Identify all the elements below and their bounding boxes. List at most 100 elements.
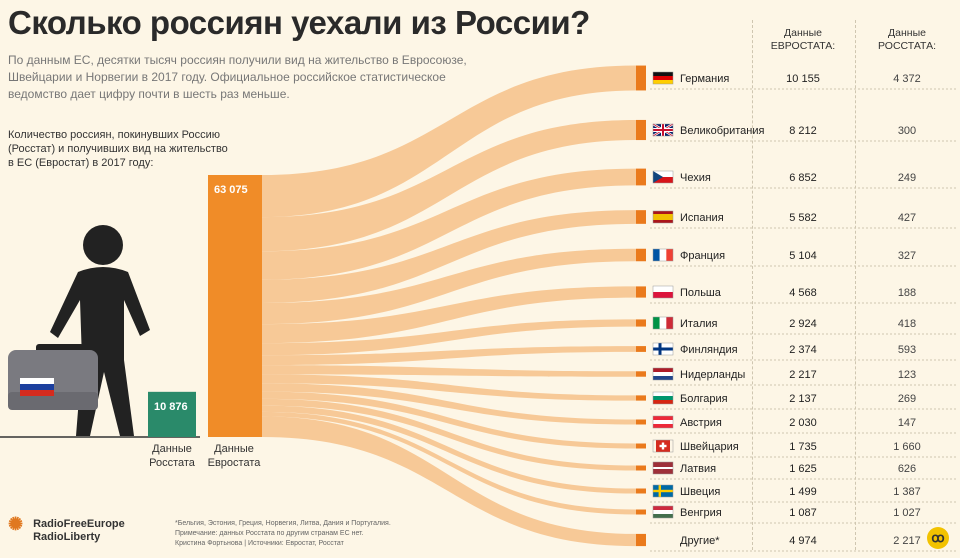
flow-end-bar <box>636 488 646 494</box>
flag-stripe <box>666 249 673 261</box>
eurostat-value-label: 1 625 <box>789 463 817 475</box>
flag-stripe <box>653 368 673 372</box>
flag-stripe <box>653 72 673 76</box>
rosstat-value-label: 1 387 <box>893 486 921 498</box>
flag-stripe <box>653 376 673 380</box>
eurostat-value-label: 2 374 <box>789 344 817 356</box>
flow-band <box>262 405 636 494</box>
flag-stripe <box>653 286 673 292</box>
rferl-logo[interactable]: ✺ RadioFreeEurope RadioLiberty <box>8 514 125 543</box>
flow-band <box>262 365 636 377</box>
flag-austria-icon <box>652 415 674 429</box>
subtitle: По данным ЕС, десятки тысяч россиян полу… <box>8 52 478 103</box>
flag-spain-icon <box>652 210 674 224</box>
flow-end-bar <box>636 168 646 186</box>
rosstat-value-label: 2 217 <box>893 535 921 547</box>
rferl-logo-icon: ✺ <box>8 514 24 534</box>
russia-flag-white <box>20 378 54 384</box>
flag-border <box>652 248 674 262</box>
flag-hungary-icon <box>652 505 674 519</box>
flow-end-bar <box>636 65 646 91</box>
person-with-suitcase-illustration <box>0 225 200 438</box>
flow-end-bar <box>636 465 646 471</box>
flag-france-icon <box>652 248 674 262</box>
eurostat-value-label: 4 974 <box>789 535 817 547</box>
flag-stripe <box>653 76 673 80</box>
footnotes: *Бельгия, Эстония, Греция, Норвегия, Лит… <box>175 519 391 549</box>
subtitle-line: ведомство дает цифру почти в шесть раз м… <box>8 87 290 101</box>
rosstat-value-label: 300 <box>898 125 916 137</box>
eurostat-column-header: Данные ЕВРОСТАТА: <box>770 27 836 52</box>
flag-stripe <box>659 249 667 261</box>
flag-uk-icon <box>652 122 674 138</box>
bar-value-label: 10 876 <box>154 401 188 413</box>
flag-netherlands-icon <box>652 367 674 381</box>
country-label: Болгария <box>680 393 728 405</box>
flag-border <box>652 367 674 381</box>
flow-band <box>262 248 636 325</box>
flag-poland-icon <box>652 285 674 299</box>
subtitle-line: Швейцарии и Норвегии в 2017 году. Официа… <box>8 70 446 84</box>
flag-cross <box>659 444 667 448</box>
rosstat-value-label: 1 660 <box>893 441 921 453</box>
flag-stripe <box>653 400 673 404</box>
page-title: Сколько россиян уехали из России? <box>8 4 590 41</box>
country-label: Италия <box>680 318 718 330</box>
description-line: (Росстат) и получивших вид на жительство <box>8 143 228 155</box>
flag-border <box>652 415 674 429</box>
flag-stripe <box>666 317 673 329</box>
flag-stripe <box>653 317 660 329</box>
rosstat-column-header: Данные РОССТАТА: <box>878 27 936 52</box>
flow-end-bar <box>636 533 646 547</box>
flag-cross <box>653 489 673 493</box>
flow-band <box>262 286 636 344</box>
flag-stripe <box>653 177 673 183</box>
flow-end-bar <box>636 119 646 141</box>
rosstat-value-label: 249 <box>898 172 916 184</box>
flag-stripe <box>653 510 673 514</box>
flow-band <box>262 391 636 449</box>
rosstat-value-label: 427 <box>898 212 916 224</box>
flow-end-bar <box>636 210 646 224</box>
flag-stripe <box>653 171 673 177</box>
flow-band <box>262 65 636 218</box>
flag-stripe <box>653 249 660 261</box>
flag-germany-icon <box>652 71 674 85</box>
flag-switzerland-icon <box>652 439 674 453</box>
flag-stripe <box>653 80 673 84</box>
chart-description: Количество россиян, покинувших Россию (Р… <box>8 128 258 170</box>
flag-stripe <box>653 424 673 428</box>
country-label: Венгрия <box>680 507 722 519</box>
eurostat-value-label: 2 137 <box>789 393 817 405</box>
flag-border <box>652 439 674 453</box>
column-separator <box>752 20 753 550</box>
rosstat-value-label: 188 <box>898 287 916 299</box>
flag-stripe <box>653 372 673 376</box>
russia-flag-blue <box>20 384 54 390</box>
flag-border <box>652 170 674 184</box>
column-separator <box>855 20 856 550</box>
footnote-line: Кристина Фортьнова | Источники: Евростат… <box>175 540 344 547</box>
flow-band <box>262 168 636 280</box>
country-label: Германия <box>680 73 729 85</box>
flow-band <box>262 210 636 303</box>
country-label: Франция <box>680 250 725 262</box>
flow-end-bar <box>636 509 646 515</box>
flag-stripe <box>653 214 673 220</box>
eurostat-category-label: Данные Евростата <box>207 443 261 469</box>
flag-border <box>652 210 674 224</box>
flow-end-bar <box>636 395 646 401</box>
country-label: Испания <box>680 212 724 224</box>
flow-end-bar <box>636 443 646 449</box>
country-label: Чехия <box>680 172 711 184</box>
flag-border <box>652 342 674 356</box>
rosstat-value-label: 4 372 <box>893 73 921 85</box>
country-label: Другие* <box>680 535 720 547</box>
flag-border <box>652 285 674 299</box>
flag-triangle <box>653 171 663 183</box>
flag-stripe <box>653 396 673 400</box>
flag-cross <box>653 124 673 136</box>
flag-border <box>652 461 674 475</box>
flag-finland-icon <box>652 342 674 356</box>
flow-end-bar <box>636 419 646 425</box>
